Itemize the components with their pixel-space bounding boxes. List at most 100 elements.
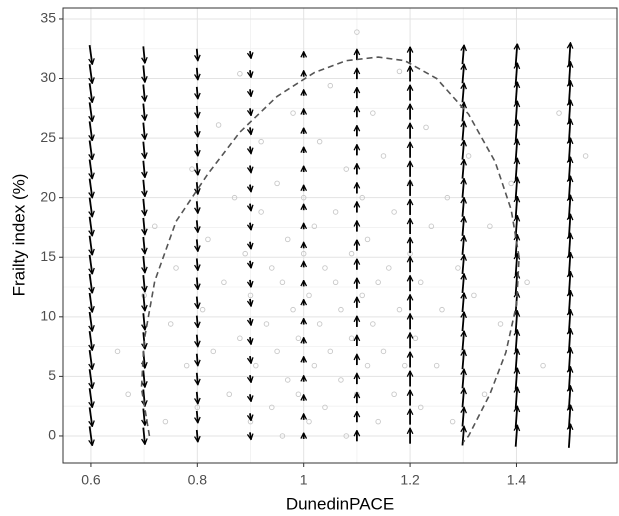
point xyxy=(316,138,323,145)
point xyxy=(306,418,312,425)
arrow xyxy=(462,293,464,313)
point xyxy=(380,153,387,159)
arrow xyxy=(90,45,93,64)
arrow xyxy=(90,369,93,388)
arrow xyxy=(516,273,518,295)
point xyxy=(114,348,121,355)
arrow xyxy=(197,86,198,99)
arrow xyxy=(462,407,464,427)
point xyxy=(386,265,392,271)
arrow xyxy=(569,386,571,410)
x-axis-title: DunedinPACE xyxy=(286,494,394,513)
point xyxy=(348,250,355,257)
arrow xyxy=(569,157,571,182)
arrow xyxy=(250,375,251,382)
arrow xyxy=(516,44,518,66)
arrow xyxy=(569,233,571,258)
point xyxy=(370,321,376,327)
arrow xyxy=(250,432,251,439)
arrow xyxy=(462,45,464,65)
x-tick-label: 1.2 xyxy=(400,472,420,488)
arrow xyxy=(143,160,145,178)
point xyxy=(428,223,435,230)
arrow xyxy=(197,105,198,118)
point xyxy=(173,265,179,271)
arrow xyxy=(569,195,571,220)
arrow xyxy=(569,81,571,105)
point xyxy=(364,236,371,243)
x-tick-label: 1.4 xyxy=(507,472,527,488)
point xyxy=(380,348,387,355)
point xyxy=(471,292,477,299)
arrow xyxy=(516,368,518,390)
arrow xyxy=(90,140,93,159)
y-tick-label: 30 xyxy=(40,69,56,85)
arrow xyxy=(569,291,571,315)
point xyxy=(300,194,307,201)
panel-bg xyxy=(63,8,617,463)
arrow xyxy=(516,406,518,428)
arrow xyxy=(90,330,93,350)
arrow xyxy=(197,277,198,289)
point xyxy=(487,223,493,230)
arrow xyxy=(250,355,251,363)
point xyxy=(167,321,174,327)
y-tick-label: 0 xyxy=(48,427,56,443)
point xyxy=(391,391,397,398)
y-tick-label: 15 xyxy=(40,248,56,264)
arrow xyxy=(462,217,464,236)
point xyxy=(396,306,403,313)
point xyxy=(279,433,286,439)
arrow xyxy=(250,89,251,96)
arrow xyxy=(90,121,93,140)
point xyxy=(402,362,408,369)
arrow xyxy=(143,370,145,387)
arrow xyxy=(250,298,251,306)
arrow xyxy=(90,178,93,198)
arrow xyxy=(90,426,93,445)
point xyxy=(274,180,280,187)
point xyxy=(354,29,360,35)
point xyxy=(327,82,334,89)
arrow xyxy=(250,317,251,325)
arrow xyxy=(569,329,571,353)
arrow xyxy=(143,122,145,140)
arrow xyxy=(569,367,571,391)
arrow xyxy=(569,100,571,124)
arrow xyxy=(197,258,198,270)
arrow xyxy=(143,294,145,311)
arrows xyxy=(90,43,571,448)
arrow xyxy=(516,330,518,352)
arrow xyxy=(90,292,93,312)
arrow xyxy=(569,424,571,448)
point xyxy=(375,418,381,425)
point xyxy=(284,236,291,243)
arrow xyxy=(143,255,145,273)
point xyxy=(359,194,365,201)
y-tick-label: 20 xyxy=(40,188,56,204)
arrow xyxy=(143,141,145,159)
point xyxy=(306,292,312,299)
arrow xyxy=(250,165,251,173)
arrow xyxy=(90,311,93,331)
arrow xyxy=(516,425,518,447)
point xyxy=(455,265,461,271)
point xyxy=(540,362,546,369)
point xyxy=(269,265,275,271)
arrow xyxy=(569,62,571,86)
arrow xyxy=(143,84,145,101)
point xyxy=(508,180,514,187)
x-tick-label: 1 xyxy=(300,472,308,488)
point xyxy=(258,138,264,145)
point xyxy=(194,404,201,411)
point xyxy=(524,279,530,286)
y-tick-label: 5 xyxy=(48,367,56,383)
arrow xyxy=(90,216,93,236)
arrow xyxy=(462,160,464,179)
arrow xyxy=(197,353,198,366)
point xyxy=(183,362,190,369)
arrow xyxy=(197,201,198,213)
point xyxy=(263,321,270,327)
point xyxy=(338,377,344,383)
x-tick-label: 0.8 xyxy=(188,472,208,488)
